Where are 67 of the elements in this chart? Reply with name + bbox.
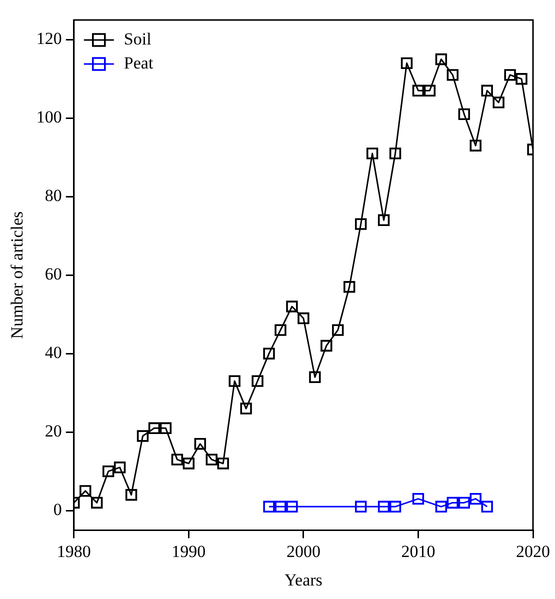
point (286, 300, 298, 312)
point (274, 324, 286, 336)
point (102, 465, 114, 478)
point (516, 73, 528, 85)
point (344, 281, 356, 293)
point (206, 454, 218, 466)
x-tick-label: 1990 (172, 542, 206, 561)
point (240, 402, 252, 414)
point (91, 496, 103, 509)
point (400, 57, 413, 70)
point (378, 500, 390, 512)
point (481, 500, 493, 512)
point (309, 371, 321, 383)
point (286, 500, 298, 512)
point (263, 500, 275, 512)
point (412, 84, 424, 96)
point (354, 218, 367, 230)
point (492, 96, 504, 108)
y-tick-label: 60 (44, 264, 62, 284)
y-tick-label: 40 (44, 343, 62, 362)
legend-label: Peat (124, 53, 154, 72)
x-tick-label: 2020 (516, 542, 550, 561)
point (446, 69, 459, 81)
x-tick-label: 1980 (56, 542, 91, 561)
x-tick-label: 2000 (286, 542, 320, 561)
point (458, 496, 470, 509)
point (389, 500, 402, 512)
point (470, 492, 482, 505)
point (412, 492, 424, 505)
point (470, 140, 482, 152)
point (435, 500, 448, 512)
point (504, 69, 516, 81)
point (263, 348, 275, 360)
point (171, 454, 184, 466)
point (435, 53, 448, 66)
point (148, 422, 160, 434)
point (378, 214, 390, 226)
point (252, 375, 264, 387)
point (458, 108, 470, 120)
point (182, 458, 195, 470)
point (194, 438, 206, 450)
point (114, 462, 126, 474)
y-axis-title: Number of articles (8, 211, 27, 339)
point (160, 422, 172, 434)
y-tick-label: 20 (44, 422, 62, 441)
point (298, 312, 310, 324)
point (80, 485, 92, 497)
point (217, 458, 229, 470)
y-tick-label: 120 (36, 29, 62, 48)
point (389, 148, 402, 160)
point (136, 430, 149, 442)
legend-label: Soil (124, 29, 152, 48)
point (366, 148, 378, 160)
point (481, 84, 493, 96)
point (125, 489, 138, 501)
point (424, 84, 436, 96)
point (320, 340, 332, 352)
x-tick-label: 2010 (401, 542, 436, 561)
point (446, 496, 459, 509)
point (228, 375, 240, 387)
point (274, 500, 286, 512)
y-tick-label: 80 (44, 186, 62, 206)
point (354, 500, 367, 512)
point (332, 324, 344, 336)
y-tick-label: 0 (53, 500, 62, 520)
y-tick-label: 100 (36, 108, 62, 127)
x-axis-title: Years (284, 570, 322, 590)
